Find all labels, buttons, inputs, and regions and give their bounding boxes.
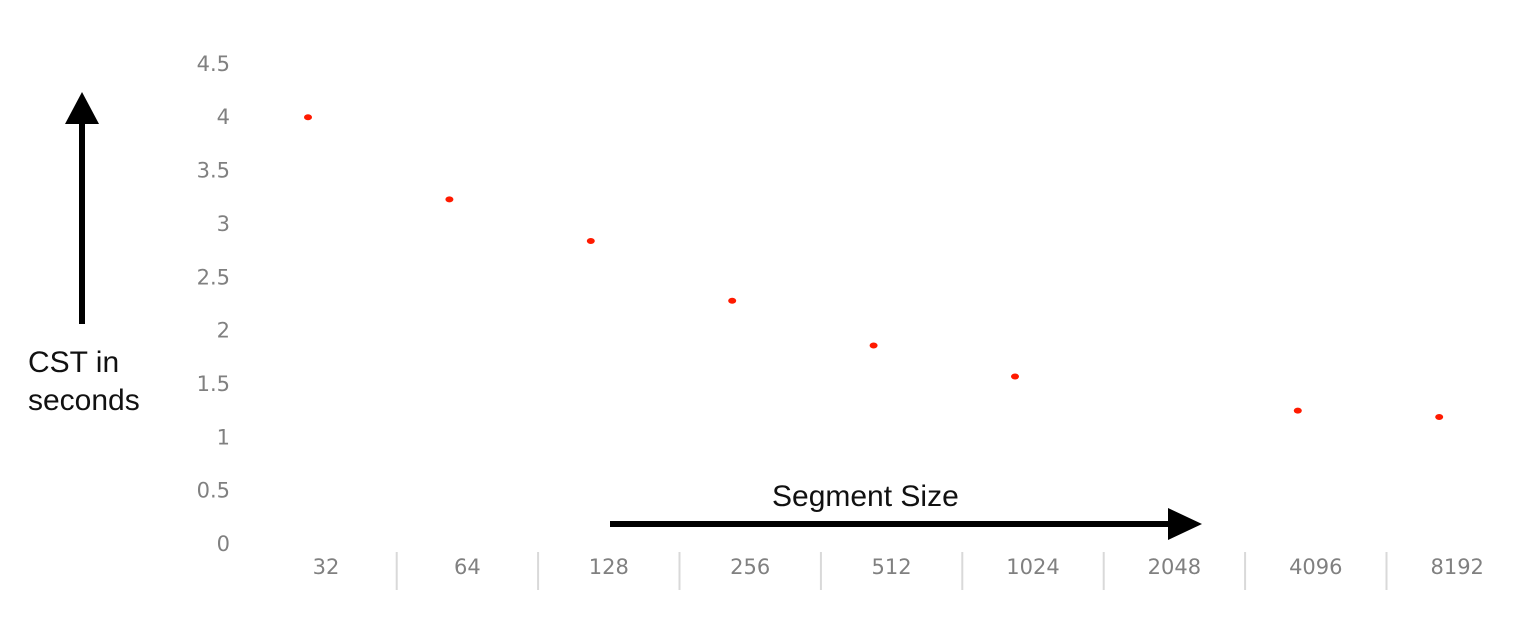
data-points [304, 114, 1444, 421]
x-category-separators [395, 552, 1388, 590]
y-axis-arrow [65, 92, 99, 324]
x-tick-label: 32 [313, 555, 340, 579]
y-tick-labels: 0 0.5 1 1.5 2 2.5 3 3.5 4 4.5 [197, 52, 230, 556]
x-tick-label: 1024 [1006, 555, 1059, 579]
data-point [1011, 373, 1019, 380]
data-point [304, 114, 312, 121]
data-point [728, 297, 737, 304]
data-point [445, 196, 454, 203]
y-axis-label-line-2: seconds [28, 384, 140, 417]
x-tick-label: 256 [730, 555, 770, 579]
y-tick-label: 0.5 [197, 479, 230, 503]
x-tick-label: 4096 [1289, 555, 1342, 579]
y-tick-label: 1.5 [197, 372, 230, 396]
y-tick-label: 2 [217, 319, 230, 343]
x-tick-label: 128 [589, 555, 629, 579]
data-point [1435, 414, 1444, 421]
x-axis-label: Segment Size [772, 480, 959, 513]
y-tick-label: 2.5 [197, 265, 230, 289]
data-point [869, 342, 878, 349]
y-axis-label-line-1: CST in [28, 346, 119, 379]
x-axis-arrow [610, 508, 1202, 540]
x-tick-label: 64 [454, 555, 481, 579]
x-tick-labels: 32 64 128 256 512 1024 2048 4096 8192 [313, 555, 1484, 579]
y-tick-label: 1 [217, 425, 230, 449]
y-tick-label: 4 [217, 105, 230, 129]
data-point [586, 237, 595, 244]
x-tick-label: 2048 [1148, 555, 1201, 579]
x-tick-label: 512 [872, 555, 912, 579]
y-tick-label: 0 [217, 532, 230, 556]
data-point [1293, 407, 1302, 414]
y-tick-label: 4.5 [197, 52, 230, 76]
x-tick-label: 8192 [1430, 555, 1483, 579]
y-tick-label: 3.5 [197, 159, 230, 183]
y-axis-label: CST in seconds [28, 346, 140, 417]
y-tick-label: 3 [217, 212, 230, 236]
